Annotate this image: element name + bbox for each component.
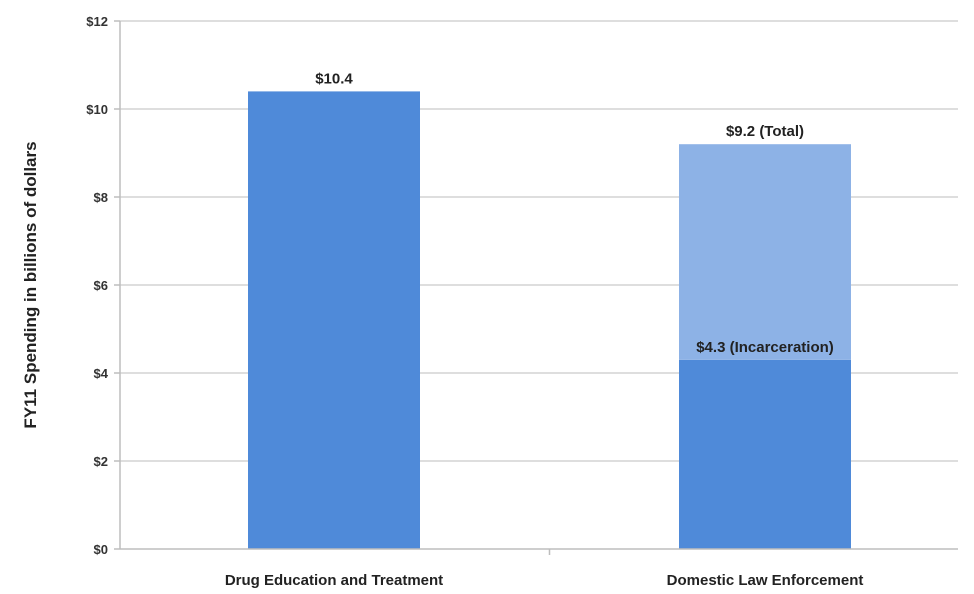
data-label: $9.2 (Total): [726, 123, 804, 140]
y-tick-label: $8: [94, 190, 108, 205]
y-tick-label: $0: [94, 542, 108, 557]
bar-1-segment-1: [679, 144, 851, 360]
y-axis-title: FY11 Spending in billions of dollars: [21, 141, 40, 428]
labels: $0 $2 $4 $6 $8 $10 $12 Drug Education and Treat…: [86, 14, 863, 589]
bars: [248, 91, 851, 550]
y-tick-label: $6: [94, 278, 108, 293]
data-label: $4.3 (Incarceration): [696, 339, 834, 356]
y-tick-label: $10: [86, 102, 108, 117]
y-tick-label: $4: [94, 366, 109, 381]
bar-1-segment-0: [679, 359, 851, 549]
data-label: $10.4: [315, 70, 353, 87]
x-tick-label: Drug Education and Treatment: [225, 572, 443, 589]
axes: [114, 20, 958, 555]
y-tick-label: $2: [94, 454, 108, 469]
y-tick-label: $12: [86, 14, 108, 29]
bar-0-segment-0: [248, 91, 420, 550]
x-tick-label: Domestic Law Enforcement: [667, 572, 864, 589]
